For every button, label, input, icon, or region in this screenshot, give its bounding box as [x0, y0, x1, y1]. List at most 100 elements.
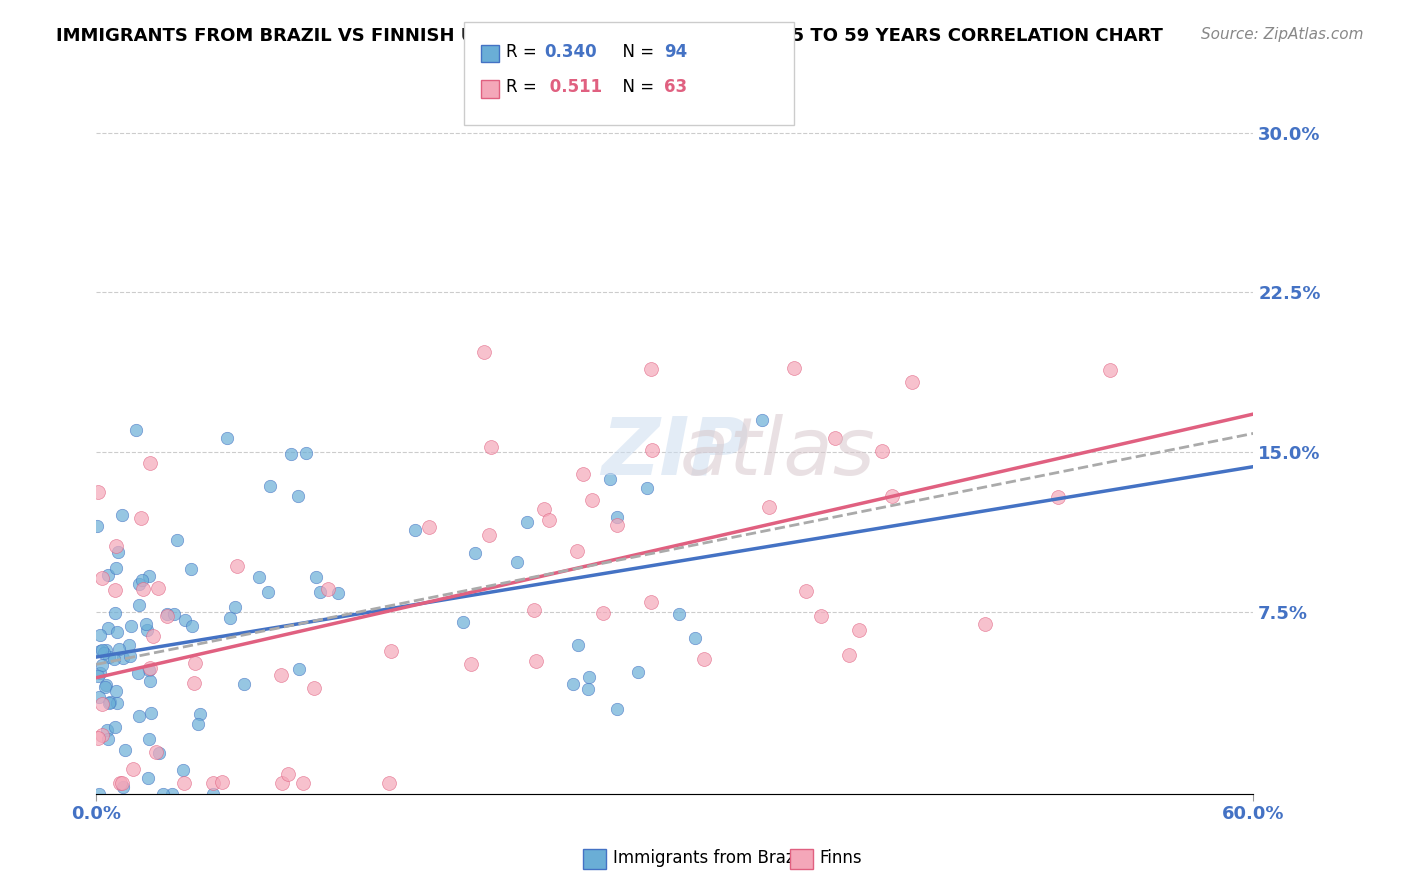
- Point: [146, 581, 169, 595]
- Text: Immigrants from Brazil: Immigrants from Brazil: [613, 849, 804, 867]
- Point: [156, 607, 179, 622]
- Text: Finns: Finns: [820, 849, 862, 867]
- Point: [751, 412, 773, 426]
- Text: R =: R =: [506, 78, 543, 96]
- Point: [128, 599, 150, 613]
- Point: [145, 745, 167, 759]
- Point: [211, 775, 233, 789]
- Text: Source: ZipAtlas.com: Source: ZipAtlas.com: [1201, 27, 1364, 42]
- Point: [90, 642, 112, 657]
- Point: [478, 527, 501, 541]
- Point: [86, 519, 108, 533]
- Point: [91, 571, 114, 585]
- Point: [87, 669, 110, 683]
- Point: [114, 743, 136, 757]
- Point: [565, 544, 588, 558]
- Point: [180, 562, 202, 576]
- Point: [98, 649, 121, 664]
- Point: [148, 747, 170, 761]
- Point: [838, 648, 860, 662]
- Point: [900, 375, 922, 389]
- Point: [96, 723, 118, 737]
- Point: [1098, 363, 1121, 377]
- Text: ZIP: ZIP: [602, 414, 748, 491]
- Point: [128, 577, 150, 591]
- Point: [131, 573, 153, 587]
- Point: [91, 658, 114, 673]
- Point: [166, 533, 188, 548]
- Point: [162, 787, 184, 801]
- Point: [142, 628, 165, 642]
- Point: [111, 508, 134, 522]
- Point: [305, 569, 328, 583]
- Point: [107, 545, 129, 559]
- Point: [89, 628, 111, 642]
- Point: [472, 345, 495, 359]
- Point: [135, 623, 157, 637]
- Point: [201, 787, 224, 801]
- Point: [180, 619, 202, 633]
- Point: [91, 698, 114, 712]
- Point: [378, 776, 401, 790]
- Point: [98, 695, 121, 709]
- Point: [259, 479, 281, 493]
- Point: [111, 776, 134, 790]
- Point: [131, 582, 153, 597]
- Point: [606, 517, 628, 532]
- Text: 63: 63: [664, 78, 686, 96]
- Point: [87, 485, 110, 500]
- Point: [94, 681, 117, 695]
- Point: [516, 515, 538, 529]
- Point: [108, 642, 131, 657]
- Point: [524, 654, 547, 668]
- Point: [105, 697, 128, 711]
- Point: [592, 606, 614, 620]
- Point: [848, 623, 870, 637]
- Point: [122, 762, 145, 776]
- Point: [97, 567, 120, 582]
- Point: [295, 446, 318, 460]
- Text: 0.340: 0.340: [544, 43, 596, 61]
- Point: [404, 523, 426, 537]
- Point: [641, 442, 664, 457]
- Point: [287, 489, 309, 503]
- Text: N =: N =: [612, 78, 659, 96]
- Point: [288, 662, 311, 676]
- Point: [138, 663, 160, 677]
- Point: [464, 546, 486, 560]
- Point: [89, 666, 111, 681]
- Text: atlas: atlas: [475, 414, 875, 491]
- Point: [882, 489, 904, 503]
- Point: [758, 500, 780, 515]
- Point: [270, 668, 292, 682]
- Point: [135, 616, 157, 631]
- Point: [606, 510, 628, 524]
- Point: [640, 595, 662, 609]
- Point: [105, 539, 128, 553]
- Point: [794, 583, 817, 598]
- Point: [328, 585, 350, 599]
- Point: [105, 625, 128, 640]
- Point: [578, 670, 600, 684]
- Point: [127, 666, 149, 681]
- Point: [111, 780, 134, 794]
- Point: [224, 599, 246, 614]
- Point: [104, 583, 127, 598]
- Point: [89, 643, 111, 657]
- Point: [226, 558, 249, 573]
- Point: [105, 684, 128, 698]
- Point: [872, 444, 894, 458]
- Text: 94: 94: [664, 43, 688, 61]
- Point: [219, 611, 242, 625]
- Point: [118, 648, 141, 663]
- Point: [291, 776, 314, 790]
- Point: [163, 607, 186, 621]
- Point: [576, 681, 599, 696]
- Point: [572, 467, 595, 481]
- Point: [94, 678, 117, 692]
- Point: [562, 677, 585, 691]
- Point: [152, 787, 174, 801]
- Point: [97, 696, 120, 710]
- Point: [110, 776, 132, 790]
- Point: [94, 643, 117, 657]
